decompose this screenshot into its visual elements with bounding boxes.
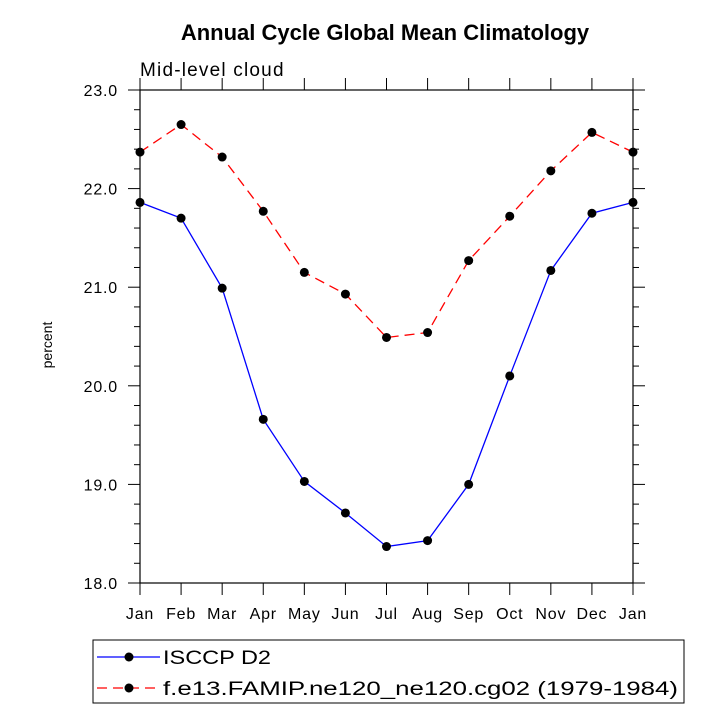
data-point-model bbox=[217, 152, 227, 162]
x-tick-label: Feb bbox=[166, 606, 196, 623]
y-tick-label: 22.0 bbox=[84, 182, 118, 199]
x-tick-label: Dec bbox=[576, 606, 607, 623]
data-point-isccp bbox=[176, 213, 186, 223]
series-layer bbox=[135, 120, 638, 552]
y-tick-label: 23.0 bbox=[84, 83, 118, 100]
data-point-isccp bbox=[464, 479, 474, 489]
series-line-model bbox=[139, 123, 634, 339]
x-tick-label: Sep bbox=[453, 606, 484, 623]
data-point-model bbox=[464, 256, 474, 266]
data-point-model bbox=[505, 211, 515, 221]
data-point-isccp bbox=[587, 208, 597, 218]
y-tick-label: 19.0 bbox=[84, 477, 118, 494]
data-point-isccp bbox=[382, 542, 391, 552]
x-tick-label: Aug bbox=[412, 606, 443, 623]
series-line-isccp bbox=[139, 201, 634, 548]
data-point-isccp bbox=[423, 536, 433, 546]
legend-label-isccp: ISCCP D2 bbox=[163, 648, 271, 669]
x-tick-label: May bbox=[288, 606, 321, 623]
y-axis-label: percent bbox=[39, 322, 55, 369]
x-tick-label: Mar bbox=[207, 606, 237, 623]
x-tick-label: Jul bbox=[375, 606, 398, 623]
data-point-model bbox=[176, 120, 186, 130]
legend-box bbox=[92, 639, 685, 704]
data-point-isccp bbox=[546, 265, 556, 275]
legend: ISCCP D2 f.e13.FAMIP.ne120_ne120.cg02 (1… bbox=[92, 639, 685, 704]
data-point-isccp bbox=[258, 414, 268, 424]
x-tick-label: Nov bbox=[535, 606, 566, 623]
legend-marker-isccp bbox=[124, 652, 134, 662]
x-tick-label: Jan bbox=[619, 606, 647, 623]
data-point-isccp bbox=[505, 371, 515, 381]
data-point-model bbox=[546, 166, 556, 176]
y-tick-label: 21.0 bbox=[84, 280, 118, 297]
data-point-model bbox=[382, 332, 391, 342]
data-point-model bbox=[258, 206, 268, 216]
axis-ticks: 18.0 19.0 20.0 21.0 22.0 23.0 Jan Feb Mar Apr May J… bbox=[84, 78, 647, 623]
chart-subtitle: Mid-level cloud bbox=[140, 60, 285, 81]
plot-frame bbox=[139, 89, 634, 584]
data-point-model bbox=[340, 289, 350, 299]
data-point-isccp bbox=[340, 508, 350, 518]
y-tick-label: 18.0 bbox=[84, 576, 118, 593]
data-point-model bbox=[299, 267, 309, 277]
data-point-model bbox=[423, 328, 433, 338]
legend-label-model: f.e13.FAMIP.ne120_ne120.cg02 (1979-1984) bbox=[163, 679, 678, 700]
x-tick-label: Jan bbox=[126, 606, 154, 623]
chart-title: Annual Cycle Global Mean Climatology bbox=[181, 20, 590, 45]
y-tick-label: 20.0 bbox=[84, 379, 118, 396]
x-tick-label: Oct bbox=[496, 606, 523, 623]
data-point-isccp bbox=[299, 476, 309, 486]
data-point-isccp bbox=[217, 283, 227, 293]
x-tick-label: Jun bbox=[331, 606, 359, 623]
x-tick-label: Apr bbox=[250, 606, 277, 623]
data-point-model bbox=[587, 127, 597, 137]
legend-marker-model bbox=[124, 683, 134, 693]
